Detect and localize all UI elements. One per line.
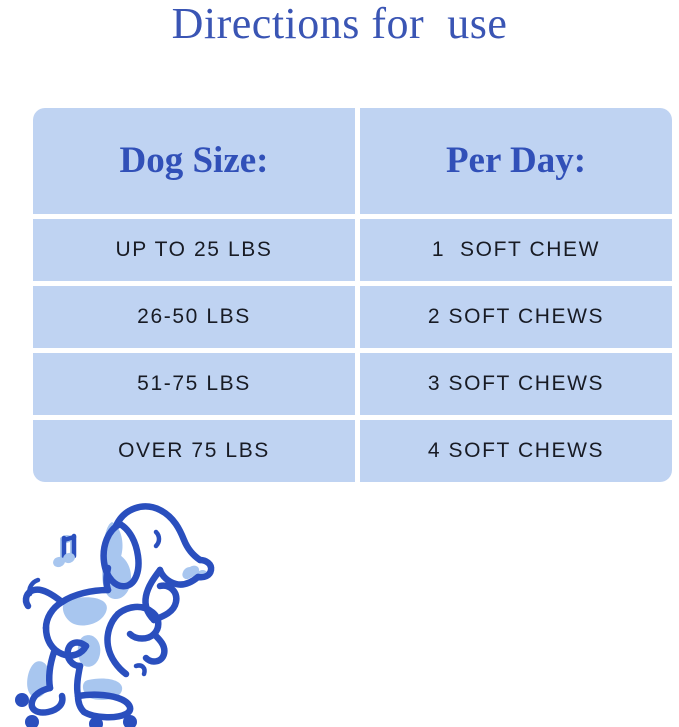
table-header-row: Dog Size: Per Day: <box>33 108 672 214</box>
dog-on-roller-skates-icon <box>15 503 215 727</box>
value-dog-size: 26-50 LBS <box>137 305 251 328</box>
table-row: 51-75 LBS 3 SOFT CHEWS <box>33 353 672 415</box>
dosage-table: Dog Size: Per Day: UP TO 25 LBS 1 SOFT C… <box>33 108 672 482</box>
cell-dog-size: UP TO 25 LBS <box>33 219 355 281</box>
dog-outline <box>15 503 215 727</box>
value-per-day: 2 SOFT CHEWS <box>427 305 605 328</box>
page-title: Directions for use <box>171 0 508 48</box>
value-dog-size: 51-75 LBS <box>137 372 251 395</box>
value-dog-size: UP TO 25 LBS <box>115 238 273 261</box>
cell-dog-size: 51-75 LBS <box>33 353 355 415</box>
cell-per-day: 4 SOFT CHEWS <box>360 420 672 482</box>
header-label-per-day: Per Day: <box>445 140 587 181</box>
dog-illustration <box>8 494 258 727</box>
header-cell-per-day: Per Day: <box>360 108 672 214</box>
value-per-day: 1 SOFT CHEW <box>431 238 601 261</box>
value-per-day: 3 SOFT CHEWS <box>427 372 605 395</box>
cell-per-day: 3 SOFT CHEWS <box>360 353 672 415</box>
cell-per-day: 1 SOFT CHEW <box>360 219 672 281</box>
music-note-icon <box>53 552 75 568</box>
cell-dog-size: OVER 75 LBS <box>33 420 355 482</box>
table-row: 26-50 LBS 2 SOFT CHEWS <box>33 286 672 348</box>
header-label-dog-size: Dog Size: <box>119 140 269 181</box>
value-dog-size: OVER 75 LBS <box>118 439 270 462</box>
table-row: UP TO 25 LBS 1 SOFT CHEW <box>33 219 672 281</box>
header-cell-dog-size: Dog Size: <box>33 108 355 214</box>
value-per-day: 4 SOFT CHEWS <box>427 439 605 462</box>
cell-dog-size: 26-50 LBS <box>33 286 355 348</box>
cell-per-day: 2 SOFT CHEWS <box>360 286 672 348</box>
table-row: OVER 75 LBS 4 SOFT CHEWS <box>33 420 672 482</box>
